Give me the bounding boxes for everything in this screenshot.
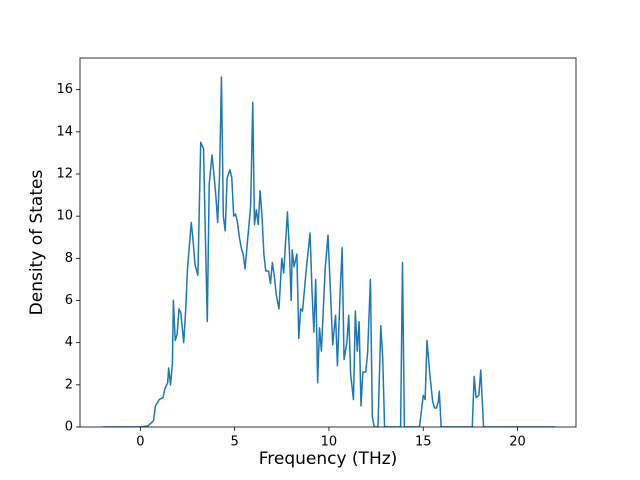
y-tick-label: 4: [65, 335, 73, 350]
x-tick-label: 15: [415, 435, 432, 450]
x-axis-label: Frequency (THz): [259, 449, 398, 469]
x-tick-label: 10: [321, 435, 338, 450]
data-line: [102, 76, 556, 427]
y-tick-label: 8: [65, 251, 73, 266]
y-tick-label: 0: [65, 420, 73, 435]
x-tick-label: 0: [136, 435, 144, 450]
x-tick-label: 5: [231, 435, 239, 450]
y-tick-label: 2: [65, 377, 73, 392]
y-tick-label: 14: [56, 124, 73, 139]
x-tick-label: 20: [509, 435, 526, 450]
plot-frame: [79, 57, 577, 428]
y-tick-label: 10: [56, 209, 73, 224]
y-tick-label: 16: [56, 82, 73, 97]
y-tick-label: 6: [65, 293, 73, 308]
y-axis-label: Density of States: [27, 170, 47, 316]
y-tick-label: 12: [56, 166, 73, 181]
